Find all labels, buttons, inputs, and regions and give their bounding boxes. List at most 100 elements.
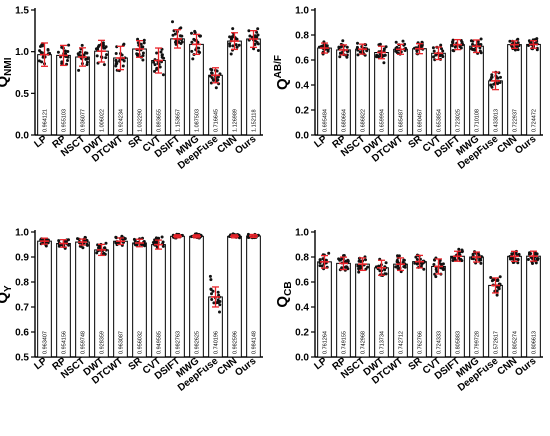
data-point [415,258,419,261]
data-point [345,45,349,49]
data-point [498,81,502,84]
data-point [40,60,44,64]
data-point [180,34,184,38]
data-point [104,241,108,245]
x-tick-label-ours: Ours [233,133,259,156]
data-point [320,264,324,268]
data-point [536,257,540,261]
y-axis-label: QNMI [0,57,14,87]
data-point [451,259,455,262]
data-point [496,82,500,86]
data-point [141,58,145,62]
x-tick-label-lp: LP [33,355,50,372]
data-point [102,63,106,67]
data-point [479,261,483,265]
data-point [469,39,473,43]
y-tick-label: 1.0 [15,228,29,239]
data-point [121,64,125,68]
data-point [142,38,146,42]
data-point [160,235,164,239]
data-point [153,69,156,73]
y-tick-label: 0.2 [295,328,309,339]
data-point [402,265,406,269]
data-point [237,43,241,47]
y-tick-label: 1.5 [15,6,29,17]
y-axis-label: QY [0,285,14,304]
data-point [211,289,215,293]
data-point [212,301,216,305]
data-point [490,73,494,77]
data-point [66,50,70,53]
x-tick-label-ours: Ours [233,355,259,378]
y-axis-label-subscript: CB [283,281,294,295]
y-tick-label: 0.9 [15,253,29,264]
data-point [46,48,50,52]
data-point [451,40,455,44]
data-point [180,40,184,44]
data-point [248,34,252,38]
data-point [516,258,520,261]
data-label: 0.680664 [342,109,348,132]
data-point [83,51,87,55]
data-point [171,20,174,24]
data-point [359,266,363,270]
data-point [496,278,500,282]
data-point [190,40,194,44]
data-label: 0.761264 [323,331,329,354]
data-point [253,34,257,38]
data-point [377,55,380,59]
data-point [535,48,539,52]
data-point [253,39,257,43]
data-label: 0.984148 [252,331,258,354]
y-tick-label: 0.0 [295,353,309,364]
data-label: 0.723025 [456,109,462,132]
data-label: 0.963407 [43,331,49,354]
data-point [341,39,345,43]
data-label: 0.572617 [494,331,500,354]
data-point [510,252,514,256]
data-point [123,237,127,241]
data-point [153,63,157,67]
data-point [492,82,496,86]
data-point [209,67,213,71]
data-point [499,75,502,79]
data-point [394,40,398,44]
y-tick-label: 0.5 [15,353,29,364]
data-label: 0.724333 [437,331,443,354]
data-point [325,44,329,48]
data-point [534,261,538,265]
data-point [339,258,343,262]
chart-panel-1: 0.00.51.01.5QNMI0.964121LP0.955103RP0.93… [0,6,263,172]
data-point [457,247,461,251]
data-point [114,64,118,68]
data-point [441,49,445,53]
data-point [77,68,81,72]
data-point [231,44,235,48]
data-point [469,47,473,50]
data-point [256,49,260,52]
data-label: 0.964121 [43,109,49,132]
data-point [120,53,124,57]
data-point [209,278,213,282]
data-point [345,53,349,57]
data-point [155,51,159,55]
data-point [85,57,89,61]
data-point [342,254,345,258]
data-point [471,257,475,261]
data-point [216,78,220,82]
data-point [401,39,405,43]
data-point [434,53,438,57]
data-point [229,52,233,56]
data-point [357,270,361,274]
data-point [171,33,175,37]
data-point [63,49,67,53]
data-point [394,265,398,269]
data-point [67,243,71,247]
data-point [197,50,201,54]
data-point [210,71,213,75]
data-point [435,270,439,273]
y-tick-label: 1.0 [295,228,309,239]
data-point [471,42,474,46]
